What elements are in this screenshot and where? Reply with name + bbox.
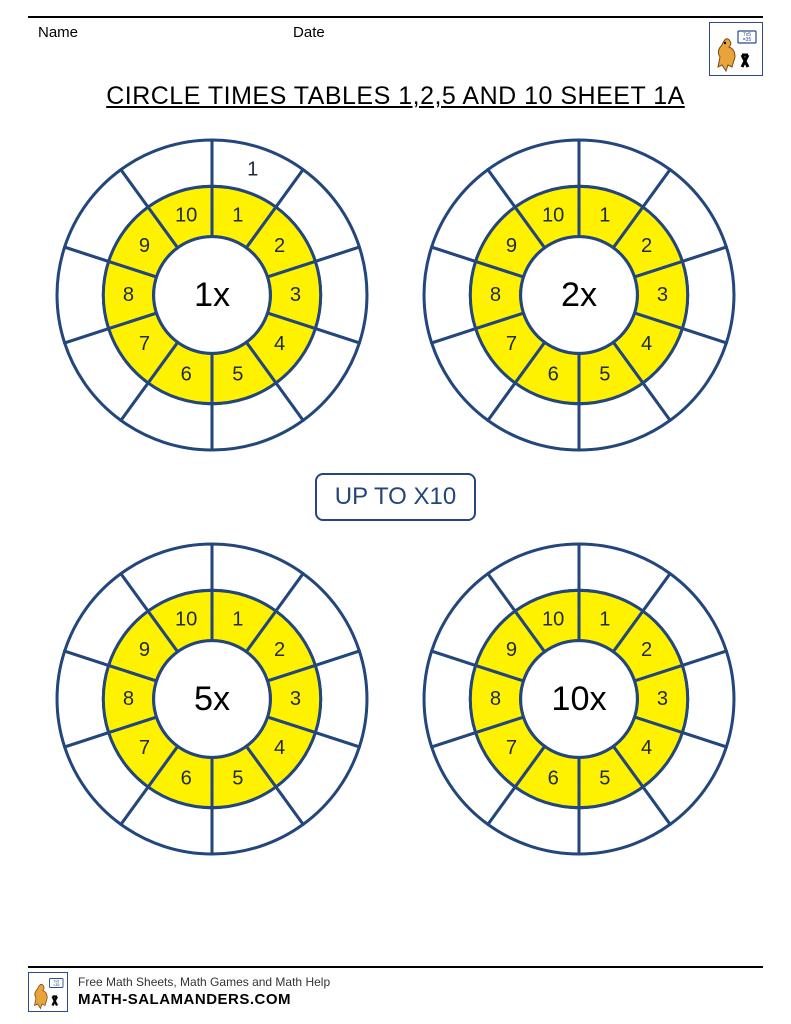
wheel-center-label: 1x — [194, 276, 230, 314]
svg-text:=35: =35 — [743, 37, 752, 43]
inner-number: 3 — [290, 284, 301, 306]
inner-number: 10 — [175, 609, 197, 631]
page-title: CIRCLE TIMES TABLES 1,2,5 AND 10 SHEET 1… — [28, 82, 763, 111]
wheels-grid: 1x 1 2 3 4 5 6 7 8 9 10 1 2x 1 2 3 4 5 6 7 8 9 10 UP TO X10 5… — [28, 135, 763, 859]
inner-number: 4 — [274, 333, 285, 355]
inner-number: 10 — [542, 609, 564, 631]
inner-number: 5 — [232, 363, 243, 385]
inner-number: 7 — [139, 737, 150, 759]
footer-url: MATH-SALAMANDERS.COM — [78, 990, 330, 1010]
inner-number: 2 — [274, 235, 285, 257]
top-rule — [28, 16, 763, 18]
name-label: Name — [38, 24, 78, 41]
inner-number: 8 — [490, 284, 501, 306]
inner-number: 7 — [506, 333, 517, 355]
wheel-center-label: 2x — [561, 276, 597, 314]
inner-number: 2 — [274, 639, 285, 661]
inner-number: 8 — [123, 688, 134, 710]
wheel-2x: 2x 1 2 3 4 5 6 7 8 9 10 — [419, 135, 739, 455]
footer-tagline: Free Math Sheets, Math Games and Math He… — [78, 974, 330, 990]
inner-number: 2 — [641, 639, 652, 661]
inner-number: 6 — [548, 363, 559, 385]
brand-logo: 7x5 =35 — [709, 22, 763, 76]
inner-number: 6 — [548, 767, 559, 789]
wheel-10x: 10x 1 2 3 4 5 6 7 8 9 10 — [419, 539, 739, 859]
footer-logo: 7x5 =35 — [28, 972, 68, 1012]
inner-number: 6 — [180, 363, 191, 385]
inner-number: 5 — [599, 363, 610, 385]
inner-number: 4 — [641, 737, 652, 759]
inner-number: 8 — [490, 688, 501, 710]
inner-number: 9 — [506, 639, 517, 661]
inner-number: 5 — [232, 767, 243, 789]
inner-number: 1 — [232, 205, 243, 227]
inner-number: 4 — [274, 737, 285, 759]
inner-number: 7 — [139, 333, 150, 355]
inner-number: 1 — [599, 609, 610, 631]
date-label: Date — [293, 24, 325, 41]
wheel-1x: 1x 1 2 3 4 5 6 7 8 9 10 1 — [52, 135, 372, 455]
inner-number: 4 — [641, 333, 652, 355]
inner-number: 3 — [290, 688, 301, 710]
wheel-5x: 5x 1 2 3 4 5 6 7 8 9 10 — [52, 539, 372, 859]
inner-number: 2 — [641, 235, 652, 257]
inner-number: 8 — [123, 284, 134, 306]
inner-number: 6 — [180, 767, 191, 789]
inner-number: 5 — [599, 767, 610, 789]
outer-answer: 1 — [247, 159, 258, 181]
inner-number: 1 — [599, 205, 610, 227]
inner-number: 3 — [657, 284, 668, 306]
footer-row: 7x5 =35 Free Math Sheets, Math Games and… — [28, 972, 763, 1012]
inner-number: 7 — [506, 737, 517, 759]
inner-number: 1 — [232, 609, 243, 631]
wheel-center-label: 10x — [552, 680, 607, 718]
center-badge-row: UP TO X10 — [315, 473, 476, 521]
inner-number: 10 — [175, 205, 197, 227]
footer-text: Free Math Sheets, Math Games and Math He… — [78, 974, 330, 1010]
inner-number: 9 — [506, 235, 517, 257]
inner-number: 9 — [139, 235, 150, 257]
header-row: Name Date 7x5 =35 — [28, 24, 763, 80]
footer-rule — [28, 966, 763, 968]
worksheet-page: Name Date 7x5 =35 CIRCLE TIMES TABLES 1,… — [0, 0, 791, 1024]
inner-number: 9 — [139, 639, 150, 661]
wheel-center-label: 5x — [194, 680, 230, 718]
page-footer: 7x5 =35 Free Math Sheets, Math Games and… — [28, 966, 763, 1012]
inner-number: 3 — [657, 688, 668, 710]
upto-badge: UP TO X10 — [315, 473, 476, 521]
inner-number: 10 — [542, 205, 564, 227]
svg-text:=35: =35 — [53, 983, 59, 987]
